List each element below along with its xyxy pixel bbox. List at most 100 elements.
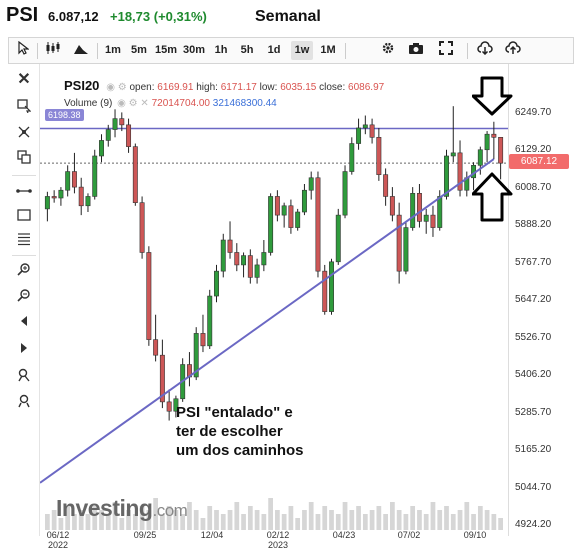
trendline-tool-icon[interactable] [16,184,32,200]
candle-down [126,124,132,147]
cursor-icon[interactable] [15,40,31,60]
camera-icon[interactable] [407,41,425,60]
candle-up [423,214,429,222]
scroll-left-icon[interactable] [16,315,32,331]
x-axis-tick-label: 09/25 [131,530,159,540]
volume-bar [146,510,152,530]
settings-icon[interactable]: ⚙ [128,98,138,109]
timeframe-1h[interactable]: 1h [214,44,228,56]
y-axis-tick-label: 6008.70 [515,181,552,193]
volume-bar [139,506,145,530]
volume-bar [376,506,382,530]
volume-bar [234,502,240,530]
copy-icon[interactable] [16,150,32,166]
price-change: +18,73 (+0,31%) [110,9,207,24]
fullscreen-icon[interactable] [437,41,455,60]
volume-bar [227,510,233,530]
y-axis-tick-label: 6129.20 [515,144,552,155]
candle-up [329,261,334,312]
magnet-icon[interactable] [16,368,32,384]
candle-up [356,127,362,144]
reset-zoom-icon[interactable] [16,394,32,410]
volume-bar [281,514,287,530]
candle-down [491,133,497,138]
y-axis-tick-label: 5888.20 [515,219,552,231]
x-axis-tick-label: 07/02 [395,530,423,540]
volume-bar [99,510,104,530]
candle-up [362,124,368,129]
x-axis-tick-label: 06/12 2022 [44,530,72,550]
candle-down [315,177,321,272]
timeframe-1M[interactable]: 1M [320,44,336,56]
candle-up [444,155,449,197]
timeframe-5m[interactable]: 5m [131,44,147,56]
rectangle-tool-icon[interactable] [16,208,32,224]
volume-bar [417,510,422,530]
support-trendline [40,158,495,484]
scroll-right-icon[interactable] [16,342,32,358]
timeframe-15m[interactable]: 15m [154,44,178,56]
area-chart-icon[interactable] [71,41,91,60]
volume-bar [335,514,341,530]
timeframe-5h[interactable]: 5h [240,44,254,56]
candle-up [193,333,199,378]
fibonacci-icon[interactable] [16,232,32,248]
volume-bar [261,514,267,530]
candle-down [383,174,389,197]
price-axis[interactable]: 6249.70 6129.20 6008.70 5888.20 5767.70 5647.… [508,64,574,536]
candle-down [166,401,172,412]
eye-icon[interactable]: ◉ [117,98,126,109]
timeframe-1d[interactable]: 1d [267,44,281,56]
candle-up [301,189,307,213]
volume-bar [275,510,280,530]
timeframe-1w[interactable]: 1w [291,41,313,60]
candle-up [254,264,260,278]
volume-bar [342,502,348,530]
eye-icon[interactable]: ◉ [106,82,115,93]
volume-bar [349,510,355,530]
close-icon[interactable]: ✕ [17,71,31,88]
candlestick-icon[interactable] [43,41,65,60]
volume-legend: Volume (9) ◉ ⚙ ✕ 72014704.00 321468300.4… [64,98,277,109]
volume-bar [484,510,490,530]
volume-bar [85,514,91,530]
volume-bar [383,514,388,530]
settings-icon[interactable]: ⚙ [117,82,127,93]
legend-low-label: low: [259,82,278,93]
volume-bar [464,502,470,530]
candlestick-chart[interactable] [40,64,508,536]
resistance-price-tag: 6198.38 [45,109,84,121]
time-axis[interactable]: 06/12 2022 09/25 12/04 02/12 2023 04/23 07/02 09… [40,528,508,554]
settings-gear-icon[interactable] [379,41,397,60]
volume-bar [498,518,503,530]
upload-cloud-icon[interactable] [503,41,523,60]
arrow-down-icon [472,76,513,116]
candle-up [85,196,91,207]
select-area-icon[interactable] [16,99,32,115]
candle-down [369,124,375,138]
volume-bar [58,518,64,530]
legend-close: 6086.97 [348,82,385,93]
candle-up [207,295,213,347]
zoom-out-icon[interactable] [16,288,32,304]
candle-up [308,177,314,191]
zoom-in-icon[interactable] [16,262,32,278]
download-cloud-icon[interactable] [475,41,495,60]
y-axis-tick-label: 5406.20 [515,369,552,381]
close-icon[interactable]: ✕ [140,98,149,109]
candle-down [389,196,395,216]
timeframe-30m[interactable]: 30m [182,44,206,56]
investing-watermark: Investing.com [56,495,188,522]
candle-down [288,205,294,228]
annotation-line-3: um dos caminhos [176,442,304,459]
price-chart-area[interactable]: PSI20 ◉ ⚙ open: 6169.91 high: 6171.17 lo… [40,64,508,536]
timeframe-1m[interactable]: 1m [105,44,121,56]
volume-bar [126,510,131,530]
candle-up [241,255,247,266]
y-axis-tick-label: 5526.70 [515,331,552,343]
crosshair-icon[interactable] [16,125,32,141]
annotation-text: PSI "entalado" e ter de escolher um dos … [176,403,336,460]
arrows-overlay [472,76,513,222]
volume-bar [200,518,206,530]
volume-bar [437,510,443,530]
